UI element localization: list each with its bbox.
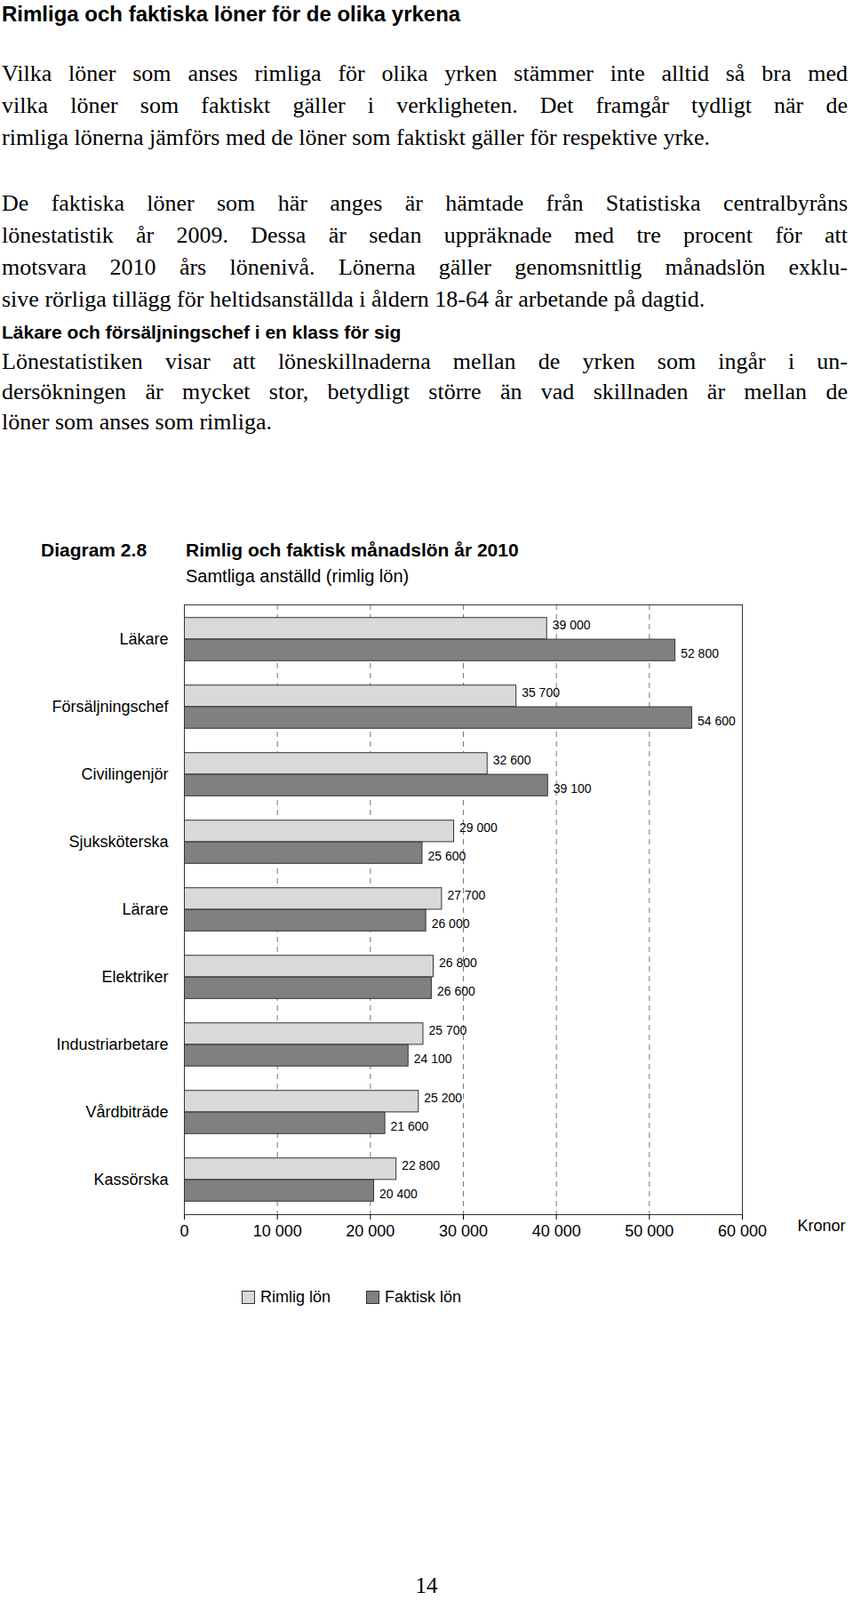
svg-text:Industriarbetare: Industriarbetare [55, 1035, 168, 1053]
svg-text:Sjuksköterska: Sjuksköterska [68, 832, 169, 851]
svg-text:Kassörska: Kassörska [93, 1170, 169, 1188]
html-text:dersökningen är mycket stor, b: dersökningen är mycket stor, betydligt s… [1, 378, 848, 405]
svg-text:30 000: 30 000 [438, 1221, 488, 1240]
svg-text:22 800: 22 800 [401, 1157, 440, 1172]
html-text:Diagram 2.8: Diagram 2.8 [40, 539, 147, 560]
svg-text:Elektriker: Elektriker [101, 967, 168, 986]
svg-text:26 000: 26 000 [431, 916, 471, 931]
svg-text:32 600: 32 600 [493, 752, 532, 767]
svg-text:27 700: 27 700 [446, 887, 486, 902]
svg-text:Lärare: Lärare [121, 900, 168, 918]
svg-text:0: 0 [179, 1221, 189, 1240]
html-text:De faktiska löner som här ange: De faktiska löner som här anges är hämta… [1, 190, 848, 216]
html-text:Vilka löner som anses rimliga: Vilka löner som anses rimliga för olika … [1, 60, 848, 87]
html-text:lönestatistik år 2009. Dessa ä: lönestatistik år 2009. Dessa är sedan up… [1, 222, 848, 248]
svg-text:21 600: 21 600 [390, 1118, 430, 1133]
svg-text:50 000: 50 000 [624, 1221, 674, 1240]
svg-text:60 000: 60 000 [717, 1221, 767, 1240]
svg-text:20 400: 20 400 [379, 1186, 418, 1201]
svg-text:10 000: 10 000 [253, 1221, 303, 1240]
svg-text:26 800: 26 800 [438, 955, 478, 970]
svg-text:39 000: 39 000 [552, 617, 591, 632]
html-text:Faktisk lön: Faktisk lön [384, 1287, 462, 1306]
svg-text:24 100: 24 100 [414, 1051, 453, 1066]
html-text:vilka löner som faktiskt gälle: vilka löner som faktiskt gäller i verkli… [1, 92, 848, 119]
svg-text:25 700: 25 700 [428, 1022, 467, 1037]
html-text:Rimliga och faktiska löner för: Rimliga och faktiska löner för de olika … [1, 1, 461, 26]
html-text:Rimlig lön: Rimlig lön [260, 1287, 331, 1306]
svg-text:52 800: 52 800 [680, 645, 719, 661]
html-text:14: 14 [415, 1572, 438, 1597]
svg-text:54 600: 54 600 [697, 713, 736, 728]
svg-text:26 600: 26 600 [437, 983, 476, 998]
svg-text:Försäljningschef: Försäljningschef [51, 697, 169, 716]
html-text:löner som anses som rimliga.: löner som anses som rimliga. [1, 408, 272, 435]
svg-text:Läkare: Läkare [119, 629, 168, 648]
html-text:Läkare och försäljningschef i: Läkare och försäljningschef i en klass f… [1, 321, 401, 343]
html-text:sive rörliga tillägg för helti: sive rörliga tillägg för heltidsanställd… [1, 286, 705, 312]
svg-text:20 000: 20 000 [345, 1221, 395, 1240]
html-text:Samtliga anställd (rimlig lön): Samtliga anställd (rimlig lön) [185, 566, 409, 586]
html-text:Rimlig och faktisk månadslön å: Rimlig och faktisk månadslön år 2010 [185, 539, 519, 560]
html-text:rimliga lönerna jämförs med de: rimliga lönerna jämförs med de löner som… [1, 124, 711, 151]
html-text:motsvara 2010 års lönenivå. Lö: motsvara 2010 års lönenivå. Lönerna gäll… [1, 254, 848, 280]
svg-text:Civilingenjör: Civilingenjör [80, 765, 168, 783]
svg-text:25 200: 25 200 [423, 1090, 463, 1105]
svg-text:25 600: 25 600 [427, 848, 466, 863]
svg-text:Vårdbiträde: Vårdbiträde [85, 1102, 168, 1121]
svg-text:39 100: 39 100 [553, 781, 592, 796]
html-text:Lönestatistiken visar att löne: Lönestatistiken visar att löneskillnader… [1, 348, 848, 375]
svg-text:29 000: 29 000 [459, 820, 498, 835]
svg-text:Kronor: Kronor [797, 1216, 846, 1235]
svg-text:35 700: 35 700 [521, 685, 560, 700]
svg-text:40 000: 40 000 [532, 1221, 582, 1240]
